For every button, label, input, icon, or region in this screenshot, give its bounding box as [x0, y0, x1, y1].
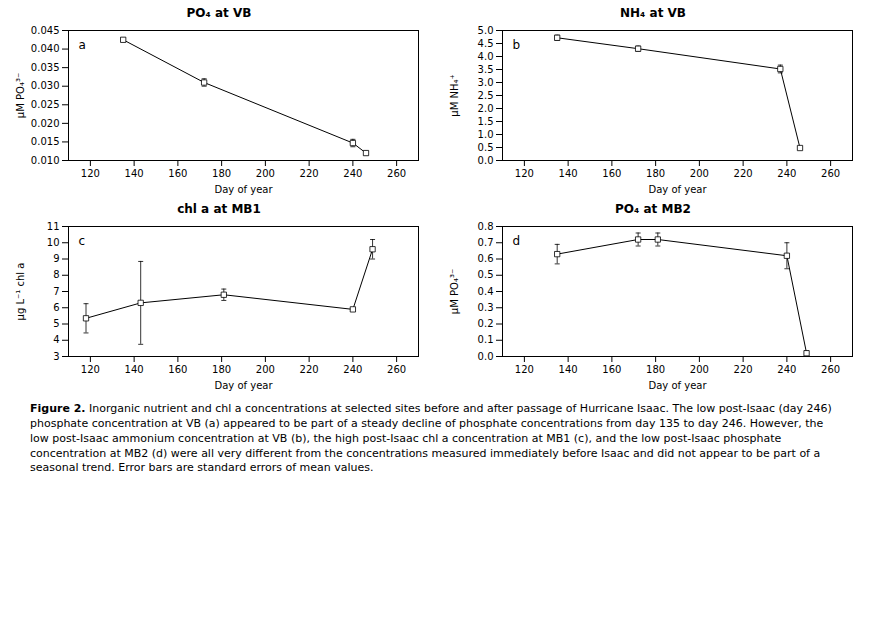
svg-text:2.5: 2.5 [478, 90, 494, 101]
svg-text:2.0: 2.0 [478, 103, 494, 114]
svg-text:220: 220 [734, 168, 753, 179]
svg-text:0.035: 0.035 [31, 62, 60, 73]
html-text:PO₄ at MB2: PO₄ at MB2 [615, 202, 691, 216]
svg-text:0.2: 0.2 [478, 318, 494, 329]
svg-text:d: d [513, 234, 521, 248]
svg-text:260: 260 [821, 364, 840, 375]
svg-text:220: 220 [300, 364, 319, 375]
svg-text:Day of year: Day of year [214, 380, 273, 391]
svg-text:160: 160 [168, 168, 187, 179]
svg-text:0.3: 0.3 [478, 302, 494, 313]
svg-text:4.0: 4.0 [478, 51, 494, 62]
svg-text:0.5: 0.5 [478, 269, 494, 280]
svg-text:140: 140 [125, 168, 144, 179]
svg-text:240: 240 [777, 364, 796, 375]
svg-text:140: 140 [559, 364, 578, 375]
svg-text:120: 120 [515, 168, 534, 179]
svg-text:5: 5 [53, 318, 59, 329]
svg-text:0.0: 0.0 [478, 351, 494, 362]
svg-text:Day of year: Day of year [648, 184, 707, 195]
svg-text:Day of year: Day of year [214, 184, 273, 195]
svg-text:0.0: 0.0 [478, 155, 494, 166]
svg-text:260: 260 [821, 168, 840, 179]
svg-text:3: 3 [53, 351, 59, 362]
svg-text:260: 260 [387, 168, 406, 179]
svg-text:180: 180 [212, 168, 231, 179]
html-text:chl a at MB1: chl a at MB1 [177, 202, 261, 216]
svg-text:180: 180 [646, 364, 665, 375]
svg-text:0.040: 0.040 [31, 43, 60, 54]
svg-text:160: 160 [602, 168, 621, 179]
svg-text:200: 200 [256, 364, 275, 375]
svg-text:0.6: 0.6 [478, 253, 494, 264]
svg-text:160: 160 [168, 364, 187, 375]
svg-text:220: 220 [734, 364, 753, 375]
svg-text:0.015: 0.015 [31, 136, 60, 147]
svg-text:0.7: 0.7 [478, 237, 494, 248]
html-text:Figure 2. Inorganic nutrient a: Figure 2. Inorganic nutrient and chl a c… [30, 402, 832, 475]
svg-text:10: 10 [47, 237, 60, 248]
svg-text:6: 6 [53, 302, 59, 313]
svg-text:0.045: 0.045 [31, 25, 60, 36]
svg-text:1.0: 1.0 [478, 129, 494, 140]
svg-text:b: b [513, 38, 521, 52]
svg-text:Day of year: Day of year [648, 380, 707, 391]
svg-text:0.020: 0.020 [31, 118, 60, 129]
svg-text:0.5: 0.5 [478, 142, 494, 153]
html-text:PO₄ at VB: PO₄ at VB [186, 6, 252, 20]
svg-text:200: 200 [690, 168, 709, 179]
svg-text:0.025: 0.025 [31, 99, 60, 110]
html-text:NH₄ at VB: NH₄ at VB [620, 6, 686, 20]
svg-text:160: 160 [602, 364, 621, 375]
svg-text:7: 7 [53, 286, 59, 297]
svg-text:120: 120 [515, 364, 534, 375]
svg-text:0.030: 0.030 [31, 80, 60, 91]
svg-text:0.010: 0.010 [31, 155, 60, 166]
svg-text:0.8: 0.8 [478, 221, 494, 232]
svg-text:8: 8 [53, 269, 59, 280]
svg-text:3.5: 3.5 [478, 64, 494, 75]
svg-text:μM PO₄³⁻: μM PO₄³⁻ [449, 269, 460, 314]
svg-text:180: 180 [212, 364, 231, 375]
svg-text:3.0: 3.0 [478, 77, 494, 88]
svg-text:240: 240 [343, 168, 362, 179]
svg-text:4: 4 [53, 334, 59, 345]
svg-text:9: 9 [53, 253, 59, 264]
svg-text:μg L⁻¹ chl a: μg L⁻¹ chl a [15, 263, 26, 321]
svg-text:200: 200 [256, 168, 275, 179]
svg-text:a: a [79, 38, 86, 52]
svg-text:140: 140 [559, 168, 578, 179]
svg-text:200: 200 [690, 364, 709, 375]
svg-text:μM NH₄⁺: μM NH₄⁺ [449, 74, 460, 116]
svg-text:220: 220 [300, 168, 319, 179]
svg-text:260: 260 [387, 364, 406, 375]
svg-text:140: 140 [125, 364, 144, 375]
svg-text:μM PO₄³⁻: μM PO₄³⁻ [15, 73, 26, 118]
svg-text:120: 120 [81, 168, 100, 179]
svg-text:120: 120 [81, 364, 100, 375]
svg-text:180: 180 [646, 168, 665, 179]
svg-text:4.5: 4.5 [478, 38, 494, 49]
svg-text:240: 240 [777, 168, 796, 179]
svg-text:5.0: 5.0 [478, 25, 494, 36]
svg-text:240: 240 [343, 364, 362, 375]
svg-text:11: 11 [47, 221, 60, 232]
svg-text:0.4: 0.4 [478, 286, 494, 297]
svg-text:c: c [79, 234, 86, 248]
svg-text:1.5: 1.5 [478, 116, 494, 127]
svg-text:0.1: 0.1 [478, 334, 494, 345]
